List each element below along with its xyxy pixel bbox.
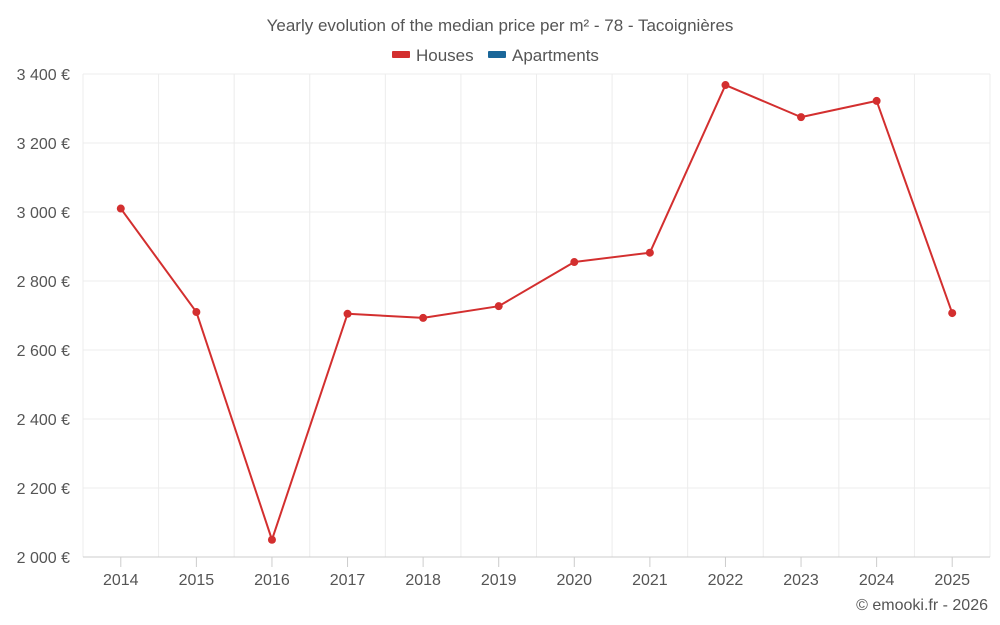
data-point[interactable] [797, 113, 806, 122]
x-tick-label: 2023 [783, 572, 819, 589]
data-point[interactable] [419, 313, 428, 322]
x-tick-label: 2015 [179, 572, 215, 589]
legend-item-houses[interactable]: Houses [392, 46, 474, 65]
x-tick-label: 2018 [405, 572, 441, 589]
series-houses [116, 81, 957, 544]
y-tick-label: 3 400 € [17, 67, 70, 84]
y-tick-label: 3 000 € [17, 205, 70, 222]
legend-label-apartments: Apartments [512, 46, 599, 65]
data-point[interactable] [267, 535, 276, 544]
data-point[interactable] [192, 308, 201, 317]
data-point[interactable] [645, 248, 654, 257]
series-line-houses [119, 84, 954, 541]
x-axis-ticks: 2014 2015 2016 2017 2018 2019 2020 2021 2022 2023… [103, 557, 970, 589]
grid [82, 73, 991, 557]
x-tick-label: 2022 [708, 572, 744, 589]
legend-label-houses: Houses [416, 46, 474, 65]
data-point[interactable] [721, 81, 730, 90]
y-tick-label: 2 400 € [17, 412, 70, 429]
data-point[interactable] [570, 258, 579, 267]
data-point[interactable] [116, 204, 125, 213]
data-point[interactable] [948, 309, 957, 318]
x-tick-label: 2020 [556, 572, 592, 589]
x-tick-label: 2019 [481, 572, 517, 589]
legend-item-apartments[interactable]: Apartments [488, 46, 599, 65]
y-tick-label: 2 600 € [17, 343, 70, 360]
legend-swatch-apartments [488, 51, 506, 58]
data-point[interactable] [494, 302, 503, 311]
legend: Houses Apartments [392, 46, 599, 65]
x-tick-label: 2024 [859, 572, 895, 589]
chart-title: Yearly evolution of the median price per… [267, 16, 734, 35]
x-tick-label: 2014 [103, 572, 139, 589]
data-point[interactable] [872, 96, 881, 105]
legend-swatch-houses [392, 51, 410, 58]
y-tick-label: 2 000 € [17, 550, 70, 567]
y-tick-label: 2 800 € [17, 274, 70, 291]
y-tick-label: 3 200 € [17, 136, 70, 153]
y-tick-label: 2 200 € [17, 481, 70, 498]
x-tick-label: 2021 [632, 572, 668, 589]
x-tick-label: 2016 [254, 572, 290, 589]
x-tick-label: 2017 [330, 572, 366, 589]
x-tick-label: 2025 [934, 572, 970, 589]
y-axis-ticks: 2 000 € 2 200 € 2 400 € 2 600 € 2 800 € 3 000… [17, 67, 70, 567]
data-point[interactable] [343, 309, 352, 318]
credit-text: © emooki.fr - 2026 [856, 597, 988, 614]
